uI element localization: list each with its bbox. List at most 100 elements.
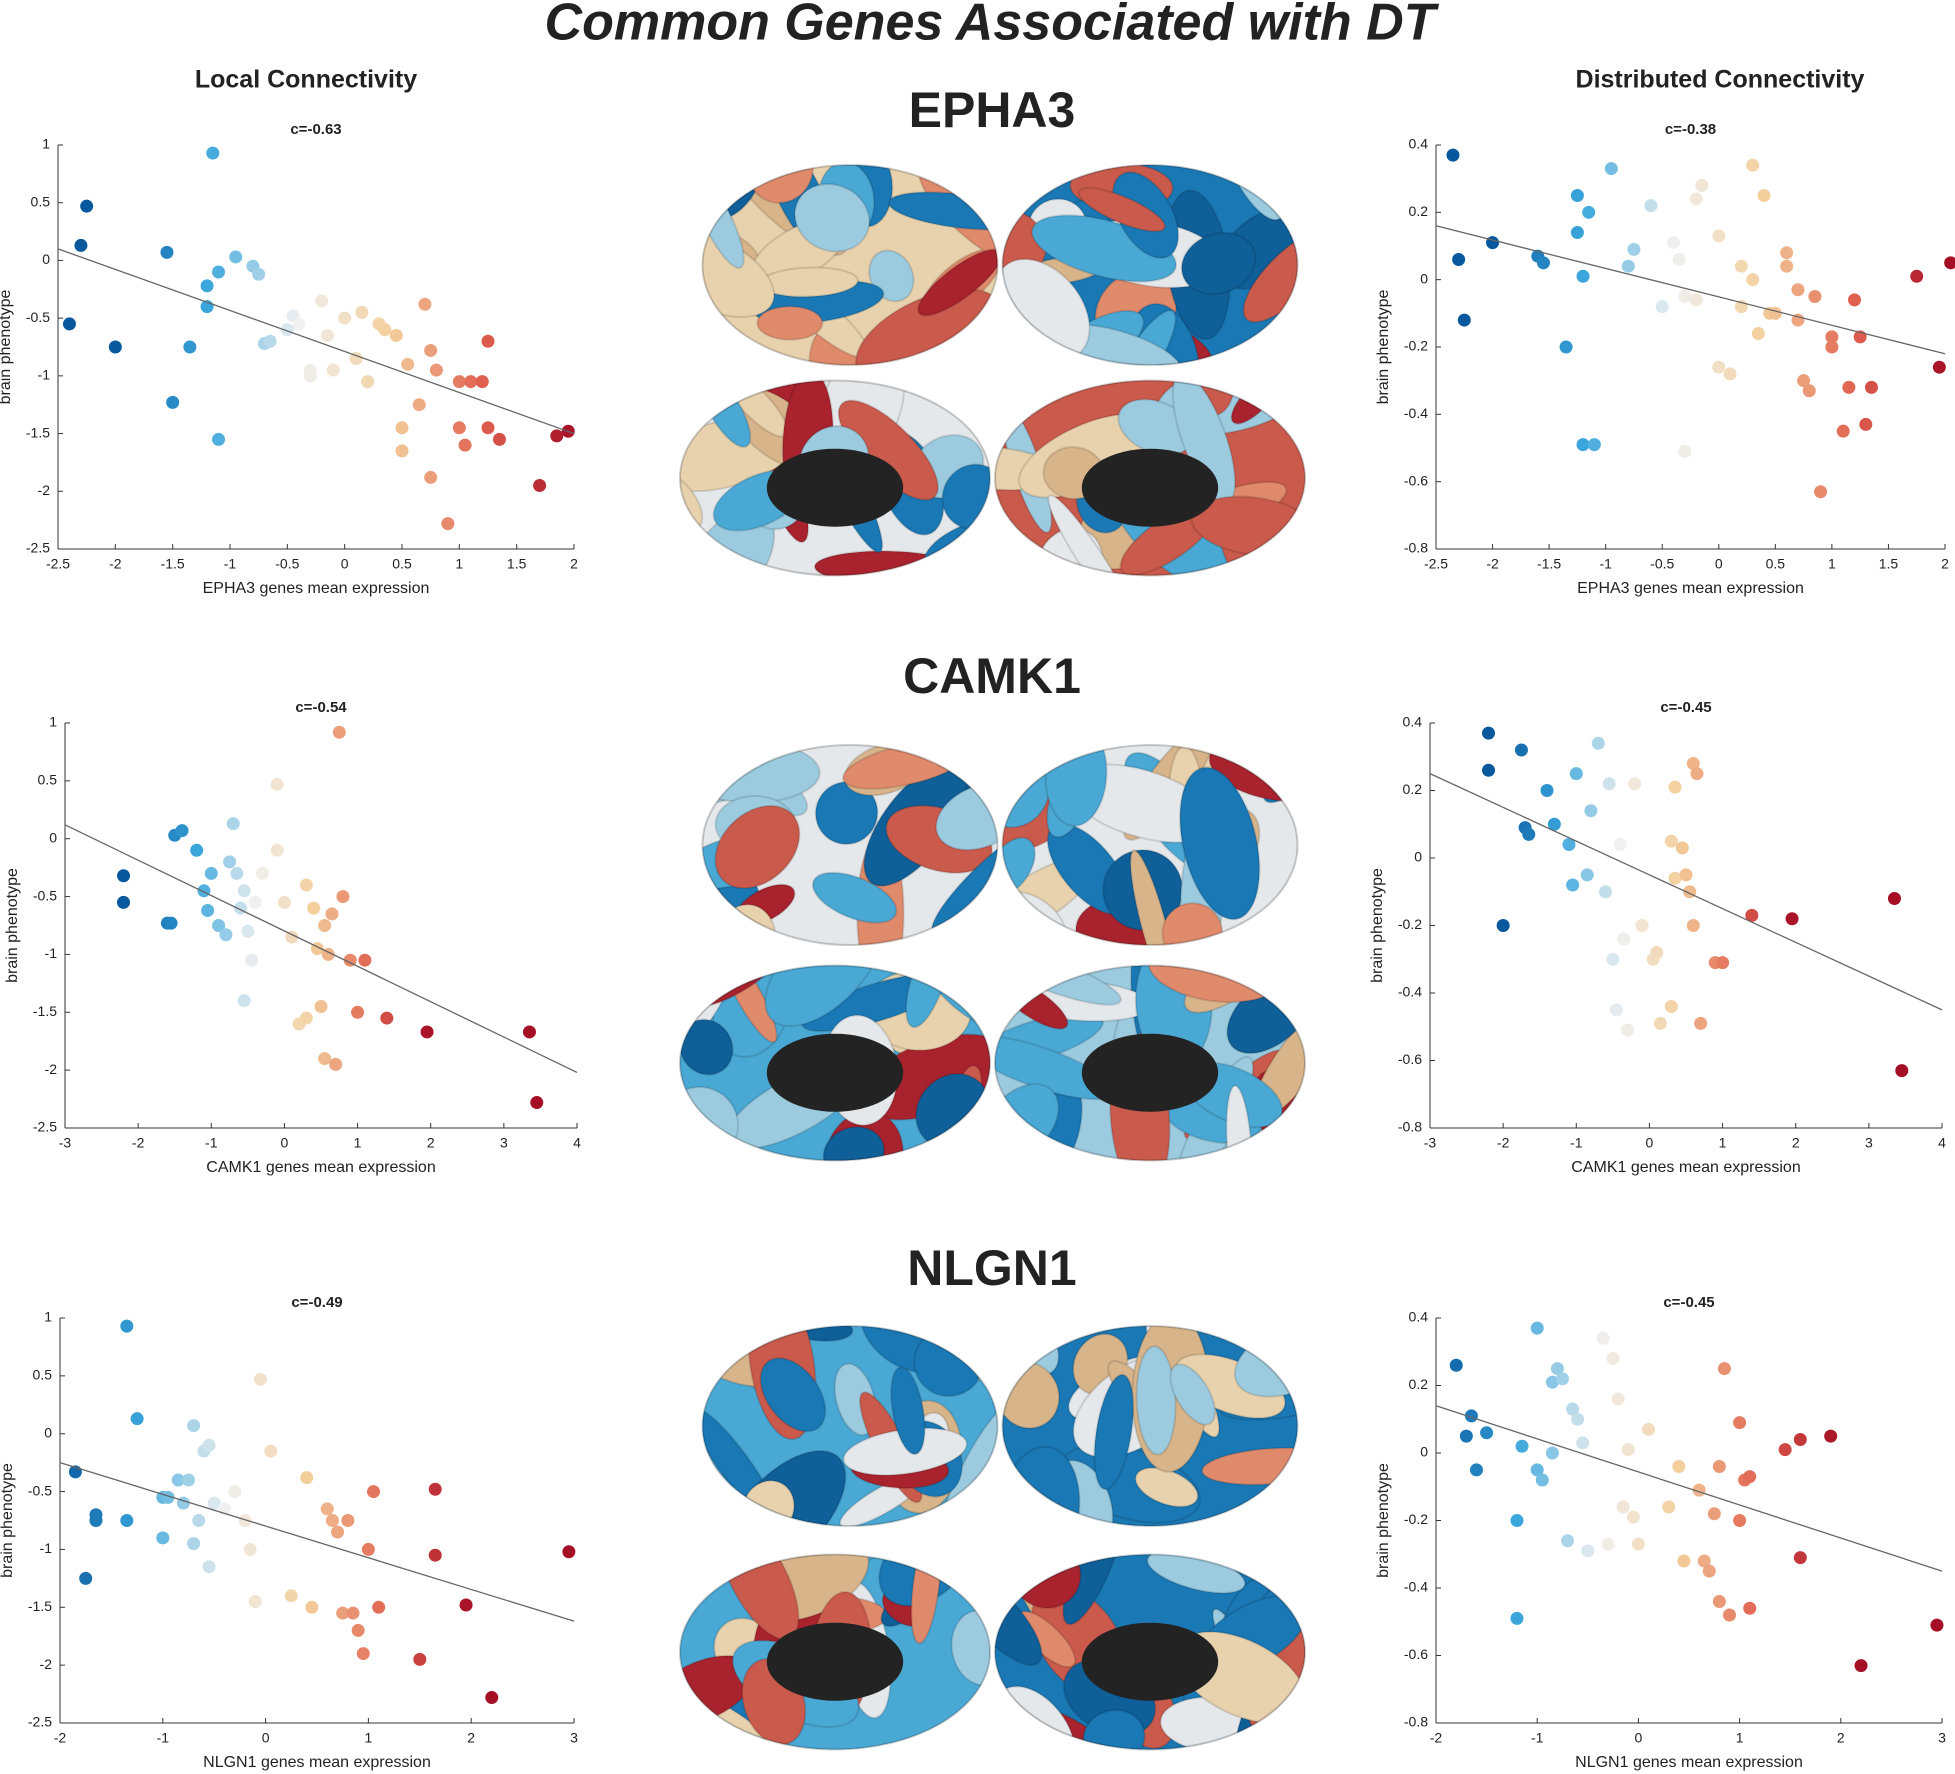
brain-region — [941, 463, 990, 530]
data-point — [187, 1537, 201, 1551]
x-tick-label: 2 — [427, 1135, 435, 1151]
x-tick-label: 1.5 — [507, 556, 527, 572]
data-point — [1910, 269, 1924, 283]
data-point — [1689, 293, 1703, 307]
brain-region — [793, 183, 871, 253]
data-point — [1581, 1544, 1595, 1558]
data-point — [1566, 878, 1580, 892]
brain-region — [1262, 757, 1298, 804]
data-point — [1482, 726, 1496, 740]
data-point — [1587, 438, 1601, 452]
y-tick-label: 0.4 — [1403, 714, 1423, 730]
data-point — [207, 1496, 221, 1510]
y-tick-label: 1 — [49, 714, 57, 730]
data-point — [413, 1652, 427, 1666]
x-tick-label: 1 — [365, 1730, 373, 1746]
brain-region — [822, 1126, 886, 1161]
data-point — [204, 866, 218, 880]
data-point — [1571, 1412, 1585, 1426]
data-point — [1824, 1429, 1838, 1443]
x-tick-label: 0.5 — [1766, 556, 1786, 572]
data-point — [237, 884, 251, 898]
data-point — [314, 1000, 328, 1013]
data-point — [1606, 952, 1620, 966]
data-point — [1469, 1463, 1483, 1477]
fit-line — [1435, 1405, 1943, 1572]
data-point — [343, 953, 357, 967]
data-point — [429, 363, 443, 377]
data-point — [458, 438, 472, 452]
data-point — [1530, 1321, 1544, 1335]
data-point — [166, 395, 180, 409]
data-point — [1716, 956, 1730, 970]
data-point — [1757, 189, 1771, 202]
brain-outline — [1001, 1325, 1299, 1527]
y-tick-label: -1 — [45, 945, 58, 961]
brain-region — [714, 804, 801, 890]
y-axis-label: brain phenotype — [1375, 290, 1392, 405]
x-tick-label: -2 — [1430, 1730, 1443, 1746]
data-point — [441, 517, 455, 531]
brain-region — [1161, 902, 1224, 945]
brain-outline — [1001, 744, 1299, 946]
data-point — [175, 824, 189, 838]
data-point — [380, 1011, 394, 1025]
x-tick-label: -2 — [132, 1135, 145, 1151]
x-axis-label: EPHA3 genes mean expression — [1577, 580, 1804, 597]
data-point — [1566, 1402, 1580, 1416]
data-point — [1514, 743, 1528, 757]
y-tick-label: 0.4 — [1409, 1309, 1429, 1325]
data-point — [1510, 1611, 1524, 1625]
data-point — [300, 1471, 314, 1485]
y-axis-label: brain phenotype — [1375, 1463, 1392, 1578]
data-point — [325, 907, 339, 921]
brain-core — [766, 1622, 904, 1701]
x-tick-label: -1 — [224, 556, 237, 572]
y-tick-label: -2 — [40, 1656, 53, 1672]
gene-label: NLGN1 — [907, 1240, 1076, 1296]
data-point — [1610, 1003, 1624, 1017]
y-tick-label: 0.4 — [1409, 136, 1429, 152]
plot-title: c=-0.63 — [290, 121, 341, 138]
data-point — [1797, 374, 1811, 388]
data-point — [1611, 1392, 1625, 1406]
data-point — [1746, 273, 1760, 287]
data-point — [1814, 485, 1828, 499]
y-tick-label: -0.4 — [1398, 984, 1422, 1000]
data-point — [1825, 340, 1839, 354]
y-tick-label: 0 — [1420, 1444, 1428, 1460]
data-point — [305, 1600, 319, 1614]
data-point — [161, 1490, 175, 1504]
data-point — [1621, 1443, 1635, 1457]
gene-label: CAMK1 — [903, 648, 1081, 704]
figure-title: Common Genes Associated with DT — [545, 0, 1440, 52]
data-point — [1722, 1608, 1736, 1622]
data-point — [1644, 199, 1658, 213]
data-point — [1602, 777, 1616, 791]
data-point — [1628, 777, 1642, 791]
data-point — [1780, 246, 1794, 260]
data-point — [206, 146, 220, 160]
data-point — [299, 878, 313, 892]
x-tick-label: 4 — [573, 1135, 581, 1151]
data-point — [1854, 1659, 1868, 1673]
data-point — [212, 919, 226, 932]
brain-region — [813, 550, 962, 576]
data-point — [1576, 269, 1590, 283]
data-point — [1535, 1473, 1549, 1487]
y-tick-label: -0.6 — [1398, 1051, 1422, 1067]
x-tick-label: 3 — [500, 1135, 508, 1151]
data-point — [320, 1502, 334, 1516]
data-point — [428, 1482, 442, 1496]
y-tick-label: -1.5 — [28, 1598, 52, 1614]
x-tick-label: -3 — [59, 1135, 72, 1151]
data-point — [117, 869, 131, 883]
data-point — [361, 375, 375, 389]
data-point — [160, 245, 174, 259]
data-point — [522, 1025, 536, 1039]
data-point — [197, 884, 211, 898]
y-tick-label: 0 — [1414, 849, 1422, 865]
data-point — [1515, 1439, 1529, 1453]
data-point — [1778, 1443, 1792, 1457]
brain-core — [1081, 448, 1219, 527]
